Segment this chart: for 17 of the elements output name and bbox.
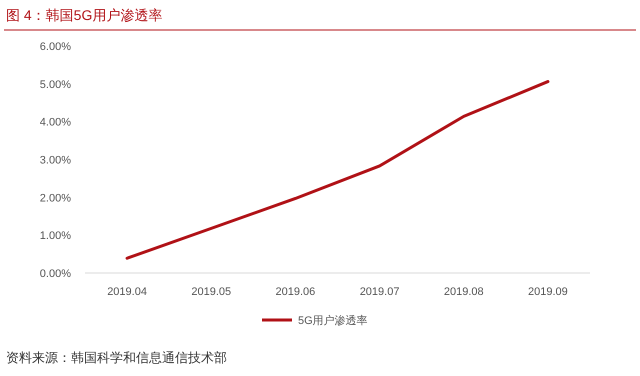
y-tick-label: 2.00% — [40, 192, 72, 204]
y-tick-label: 1.00% — [40, 230, 72, 242]
y-tick-label: 3.00% — [40, 154, 72, 166]
legend-label: 5G用户渗透率 — [298, 314, 368, 327]
y-tick-label: 5.00% — [40, 78, 72, 91]
x-tick-label: 2019.08 — [444, 286, 484, 298]
chart-title: 图 4：韩国5G用户渗透率 — [6, 7, 162, 23]
x-tick-label: 2019.09 — [528, 286, 568, 298]
y-tick-label: 4.00% — [40, 116, 72, 129]
x-tick-label: 2019.06 — [276, 286, 316, 298]
y-tick-label: 0.00% — [40, 268, 72, 280]
line-series — [126, 80, 550, 260]
x-tick-label: 2019.04 — [107, 286, 147, 298]
y-tick-label: 6.00% — [40, 41, 72, 53]
text: 资料来源：韩国科学和信息通信技术部 — [6, 350, 227, 365]
x-tick-label: 2019.07 — [360, 286, 400, 298]
x-tick-label: 2019.05 — [191, 286, 232, 298]
